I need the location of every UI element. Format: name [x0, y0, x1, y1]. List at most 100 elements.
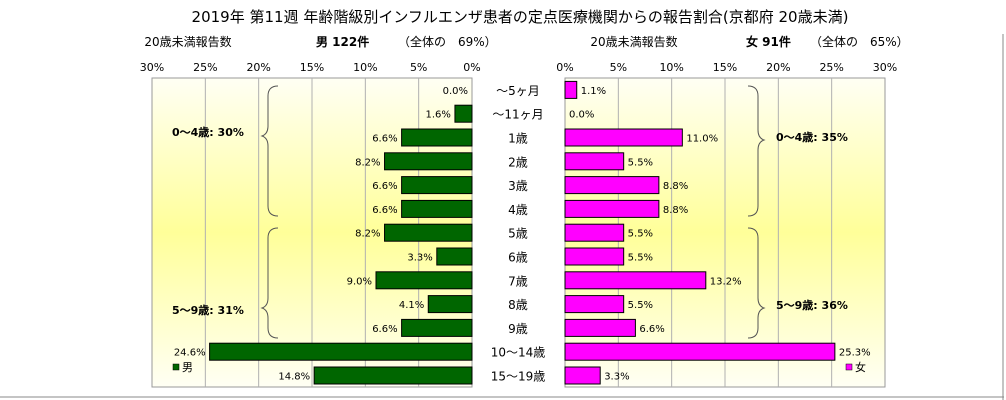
male-data-label: 8.2% — [355, 157, 380, 168]
male-group-label-0-4: 0～4歳: 30% — [172, 125, 244, 139]
male-bar — [209, 342, 473, 361]
category-label: 4歳 — [508, 203, 528, 217]
female-tick-label: 30% — [873, 61, 897, 74]
male-axis-ticks: 0% 5% 10% 15% 20% 25% 30% — [140, 61, 481, 74]
male-bar — [384, 223, 473, 242]
female-data-label: 25.3% — [839, 348, 871, 359]
female-tick-label: 25% — [819, 61, 843, 74]
female-header-share: （全体の 65%） — [810, 34, 909, 49]
male-legend-swatch — [172, 363, 180, 371]
female-brace-5-9 — [747, 227, 766, 339]
male-bar — [427, 295, 473, 314]
male-tick-label: 5% — [410, 61, 427, 74]
female-tick-label: 15% — [713, 61, 737, 74]
female-data-label: 5.5% — [628, 157, 653, 168]
female-header-left: 20歳未満報告数 — [590, 34, 677, 49]
male-bar — [313, 366, 473, 385]
female-bar — [564, 152, 625, 171]
chart-title: 2019年 第11週 年齢階級別インフルエンザ患者の定点医療機関からの報告割合(… — [192, 8, 849, 26]
category-label: 2歳 — [508, 155, 528, 169]
male-data-label: 9.0% — [347, 276, 372, 287]
male-bars: 0.0% 1.6% 6.6% 8.2% 6.6% 6.6% 8.2% 3.3% 9.0% 4.1%… — [174, 86, 473, 385]
female-tick-label: 10% — [659, 61, 683, 74]
female-group-label-0-4: 0～4歳: 35% — [776, 130, 848, 144]
female-data-label: 1.1% — [581, 86, 606, 97]
male-bar — [401, 176, 473, 195]
category-label: ～11ヶ月 — [492, 108, 543, 122]
female-bars: 1.1% 0.0% 11.0% 5.5% 8.8% 8.8% 5.5% 5.5% 13.2% 5.… — [564, 80, 871, 385]
male-tick-label: 25% — [193, 61, 217, 74]
category-label: 7歳 — [508, 274, 528, 288]
female-data-label: 5.5% — [628, 229, 653, 240]
category-label: 1歳 — [508, 132, 528, 146]
male-data-label: 14.8% — [278, 372, 310, 383]
male-bar — [401, 318, 473, 337]
male-data-label: 6.6% — [372, 205, 397, 216]
female-bar — [564, 128, 683, 147]
female-bar — [564, 295, 625, 314]
female-data-label: 0.0% — [569, 110, 594, 121]
male-header-count: 男 122件 — [316, 34, 369, 49]
male-bar — [401, 128, 473, 147]
category-label: 10～14歳 — [491, 346, 546, 360]
female-data-label: 11.0% — [686, 134, 718, 145]
male-header-left: 20歳未満報告数 — [144, 34, 231, 49]
female-brace-0-4 — [747, 85, 766, 217]
male-data-label: 4.1% — [399, 300, 424, 311]
male-group-label-5-9: 5～9歳: 31% — [172, 303, 244, 317]
male-bar — [454, 104, 473, 123]
category-label: 3歳 — [508, 179, 528, 193]
category-label: 5歳 — [508, 227, 528, 241]
female-bar — [564, 366, 601, 385]
male-brace-5-9 — [260, 227, 279, 339]
female-legend-label: 女 — [855, 360, 866, 374]
female-bar — [564, 223, 625, 242]
male-data-label: 6.6% — [372, 134, 397, 145]
female-data-label: 5.5% — [628, 300, 653, 311]
female-header-count: 女 91件 — [746, 34, 791, 49]
female-bar — [564, 271, 707, 290]
male-legend-label: 男 — [182, 361, 193, 374]
male-header-share: （全体の 69%） — [398, 34, 497, 49]
male-data-label: 1.6% — [426, 110, 451, 121]
male-data-label: 8.2% — [355, 229, 380, 240]
male-bar — [375, 271, 473, 290]
female-data-label: 5.5% — [628, 253, 653, 264]
female-data-label: 8.8% — [663, 181, 688, 192]
category-labels: ～5ヶ月 ～11ヶ月 1歳 2歳 3歳 4歳 5歳 6歳 7歳 8歳 9歳 10～14歳 15～19歳 — [491, 84, 546, 384]
female-data-label: 8.8% — [663, 205, 688, 216]
category-label: ～5ヶ月 — [496, 84, 540, 98]
male-data-label: 24.6% — [174, 348, 206, 359]
female-legend-swatch — [845, 363, 853, 371]
male-tick-label: 20% — [246, 61, 270, 74]
female-bar — [564, 318, 636, 337]
female-data-label: 6.6% — [639, 324, 664, 335]
category-label: 15～19歳 — [491, 370, 546, 384]
male-tick-label: 10% — [353, 61, 377, 74]
male-brace-0-4 — [260, 85, 279, 217]
female-data-label: 13.2% — [710, 276, 742, 287]
female-group-label-5-9: 5～9歳: 36% — [776, 298, 848, 312]
category-label: 8歳 — [508, 298, 528, 312]
category-label: 6歳 — [508, 251, 528, 265]
male-bar — [384, 152, 473, 171]
male-tick-label: 15% — [300, 61, 324, 74]
female-bar — [564, 176, 660, 195]
female-tick-label: 0% — [556, 61, 573, 74]
category-label: 9歳 — [508, 322, 528, 336]
female-bar — [564, 342, 836, 361]
male-bar — [436, 247, 473, 266]
female-bar — [564, 80, 578, 99]
female-tick-label: 20% — [766, 61, 790, 74]
male-tick-label: 30% — [140, 61, 164, 74]
male-bar — [401, 199, 473, 218]
male-data-label: 3.3% — [407, 253, 432, 264]
male-data-label: 0.0% — [443, 86, 468, 97]
male-tick-label: 0% — [463, 61, 480, 74]
female-bar — [564, 247, 625, 266]
female-tick-label: 5% — [610, 61, 627, 74]
male-data-label: 6.6% — [372, 181, 397, 192]
male-data-label: 6.6% — [372, 324, 397, 335]
female-data-label: 3.3% — [604, 372, 629, 383]
